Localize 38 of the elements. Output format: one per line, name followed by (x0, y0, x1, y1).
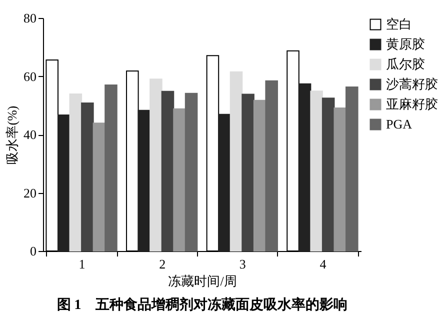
bar (161, 90, 174, 252)
bar (173, 108, 186, 252)
legend-label: 黄原胶 (386, 36, 425, 52)
x-tick-label: 2 (159, 256, 166, 272)
bar (138, 110, 151, 252)
legend-label: PGA (386, 116, 413, 132)
text: 图 1 五种食品增稠剂对冻藏面皮吸水率的影响 (56, 296, 348, 313)
bar (57, 114, 70, 252)
bar (242, 94, 254, 252)
y-tick-label: 60 (24, 68, 36, 84)
legend-label: 空白 (386, 16, 412, 32)
bar (69, 94, 82, 252)
x-tick-label: 4 (320, 256, 327, 272)
bar (253, 100, 266, 252)
bar (92, 122, 106, 252)
bar (104, 84, 118, 252)
bar (322, 98, 335, 252)
y-tick-label: 80 (24, 10, 36, 26)
y-tick-label: 40 (24, 127, 36, 142)
x-tick-label: 1 (78, 256, 86, 272)
bar (81, 102, 94, 252)
bar (230, 71, 243, 252)
bar (298, 83, 312, 252)
y-tick-label: 0 (30, 244, 36, 258)
bar (346, 86, 358, 252)
legend-label: 瓜尔胶 (386, 56, 425, 72)
x-axis-title: 冻藏时间/周 (168, 274, 237, 288)
legend-label: 沙蒿籽胶 (386, 76, 438, 92)
bar (334, 107, 347, 252)
y-axis-title: 吸水率(%) (4, 106, 20, 164)
legend-label: 亚麻籽胶 (386, 96, 438, 112)
bar (310, 90, 323, 252)
y-tick-label: 20 (24, 185, 36, 200)
bar (218, 114, 231, 252)
bar (184, 92, 198, 252)
x-tick-label: 3 (239, 256, 246, 272)
bar (265, 80, 278, 252)
bar (150, 78, 162, 252)
